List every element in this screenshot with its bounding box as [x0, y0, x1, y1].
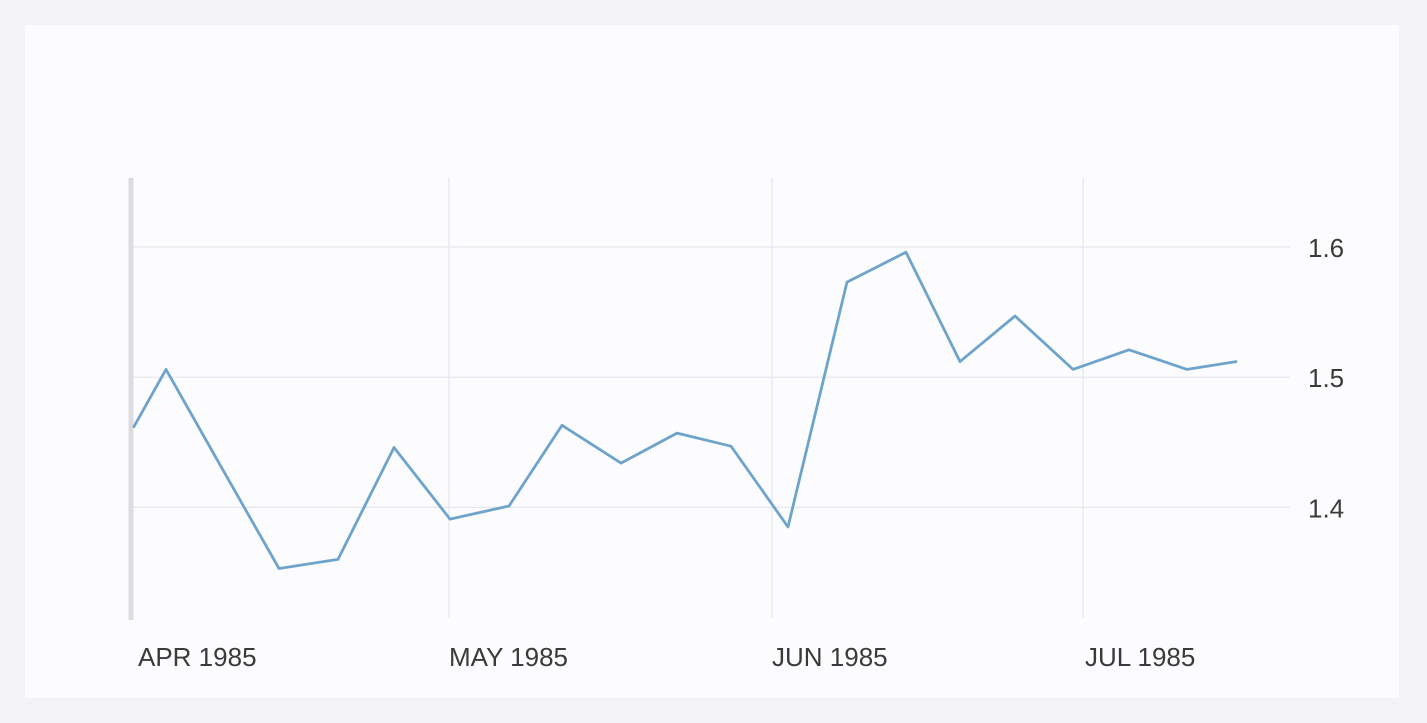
y-tick-label: 1.5 [1308, 363, 1344, 393]
y-tick-label: 1.4 [1308, 493, 1344, 523]
data-point [131, 424, 137, 430]
data-point [1012, 313, 1018, 319]
x-tick-label: JUL 1985 [1085, 642, 1195, 672]
data-point [1126, 347, 1132, 353]
data-point [276, 566, 282, 572]
x-tick-label: JUN 1985 [772, 642, 888, 672]
series-layer [131, 249, 1239, 572]
data-point [618, 460, 624, 466]
series-line [132, 250, 1238, 570]
y-tick-label: 1.6 [1308, 233, 1344, 263]
x-tick-label: MAY 1985 [449, 642, 568, 672]
tick-labels: 1.4 1.5 1.6 APR 1985 MAY 1985 JUN 1985 JUL 198… [138, 233, 1344, 672]
data-point [1184, 366, 1190, 372]
data-point [559, 422, 565, 428]
data-point [506, 503, 512, 509]
data-point [903, 249, 909, 255]
data-point [219, 465, 225, 471]
x-tick-label: APR 1985 [138, 642, 257, 672]
data-point [1070, 366, 1076, 372]
data-point [957, 359, 963, 365]
data-point [674, 430, 680, 436]
chart-card [25, 25, 1399, 698]
data-point [163, 366, 169, 372]
data-point [335, 556, 341, 562]
data-point [447, 516, 453, 522]
data-point [728, 443, 734, 449]
data-point [391, 444, 397, 450]
data-point [1233, 359, 1239, 365]
grid [131, 178, 1290, 618]
data-point [844, 279, 850, 285]
data-point [785, 524, 791, 530]
